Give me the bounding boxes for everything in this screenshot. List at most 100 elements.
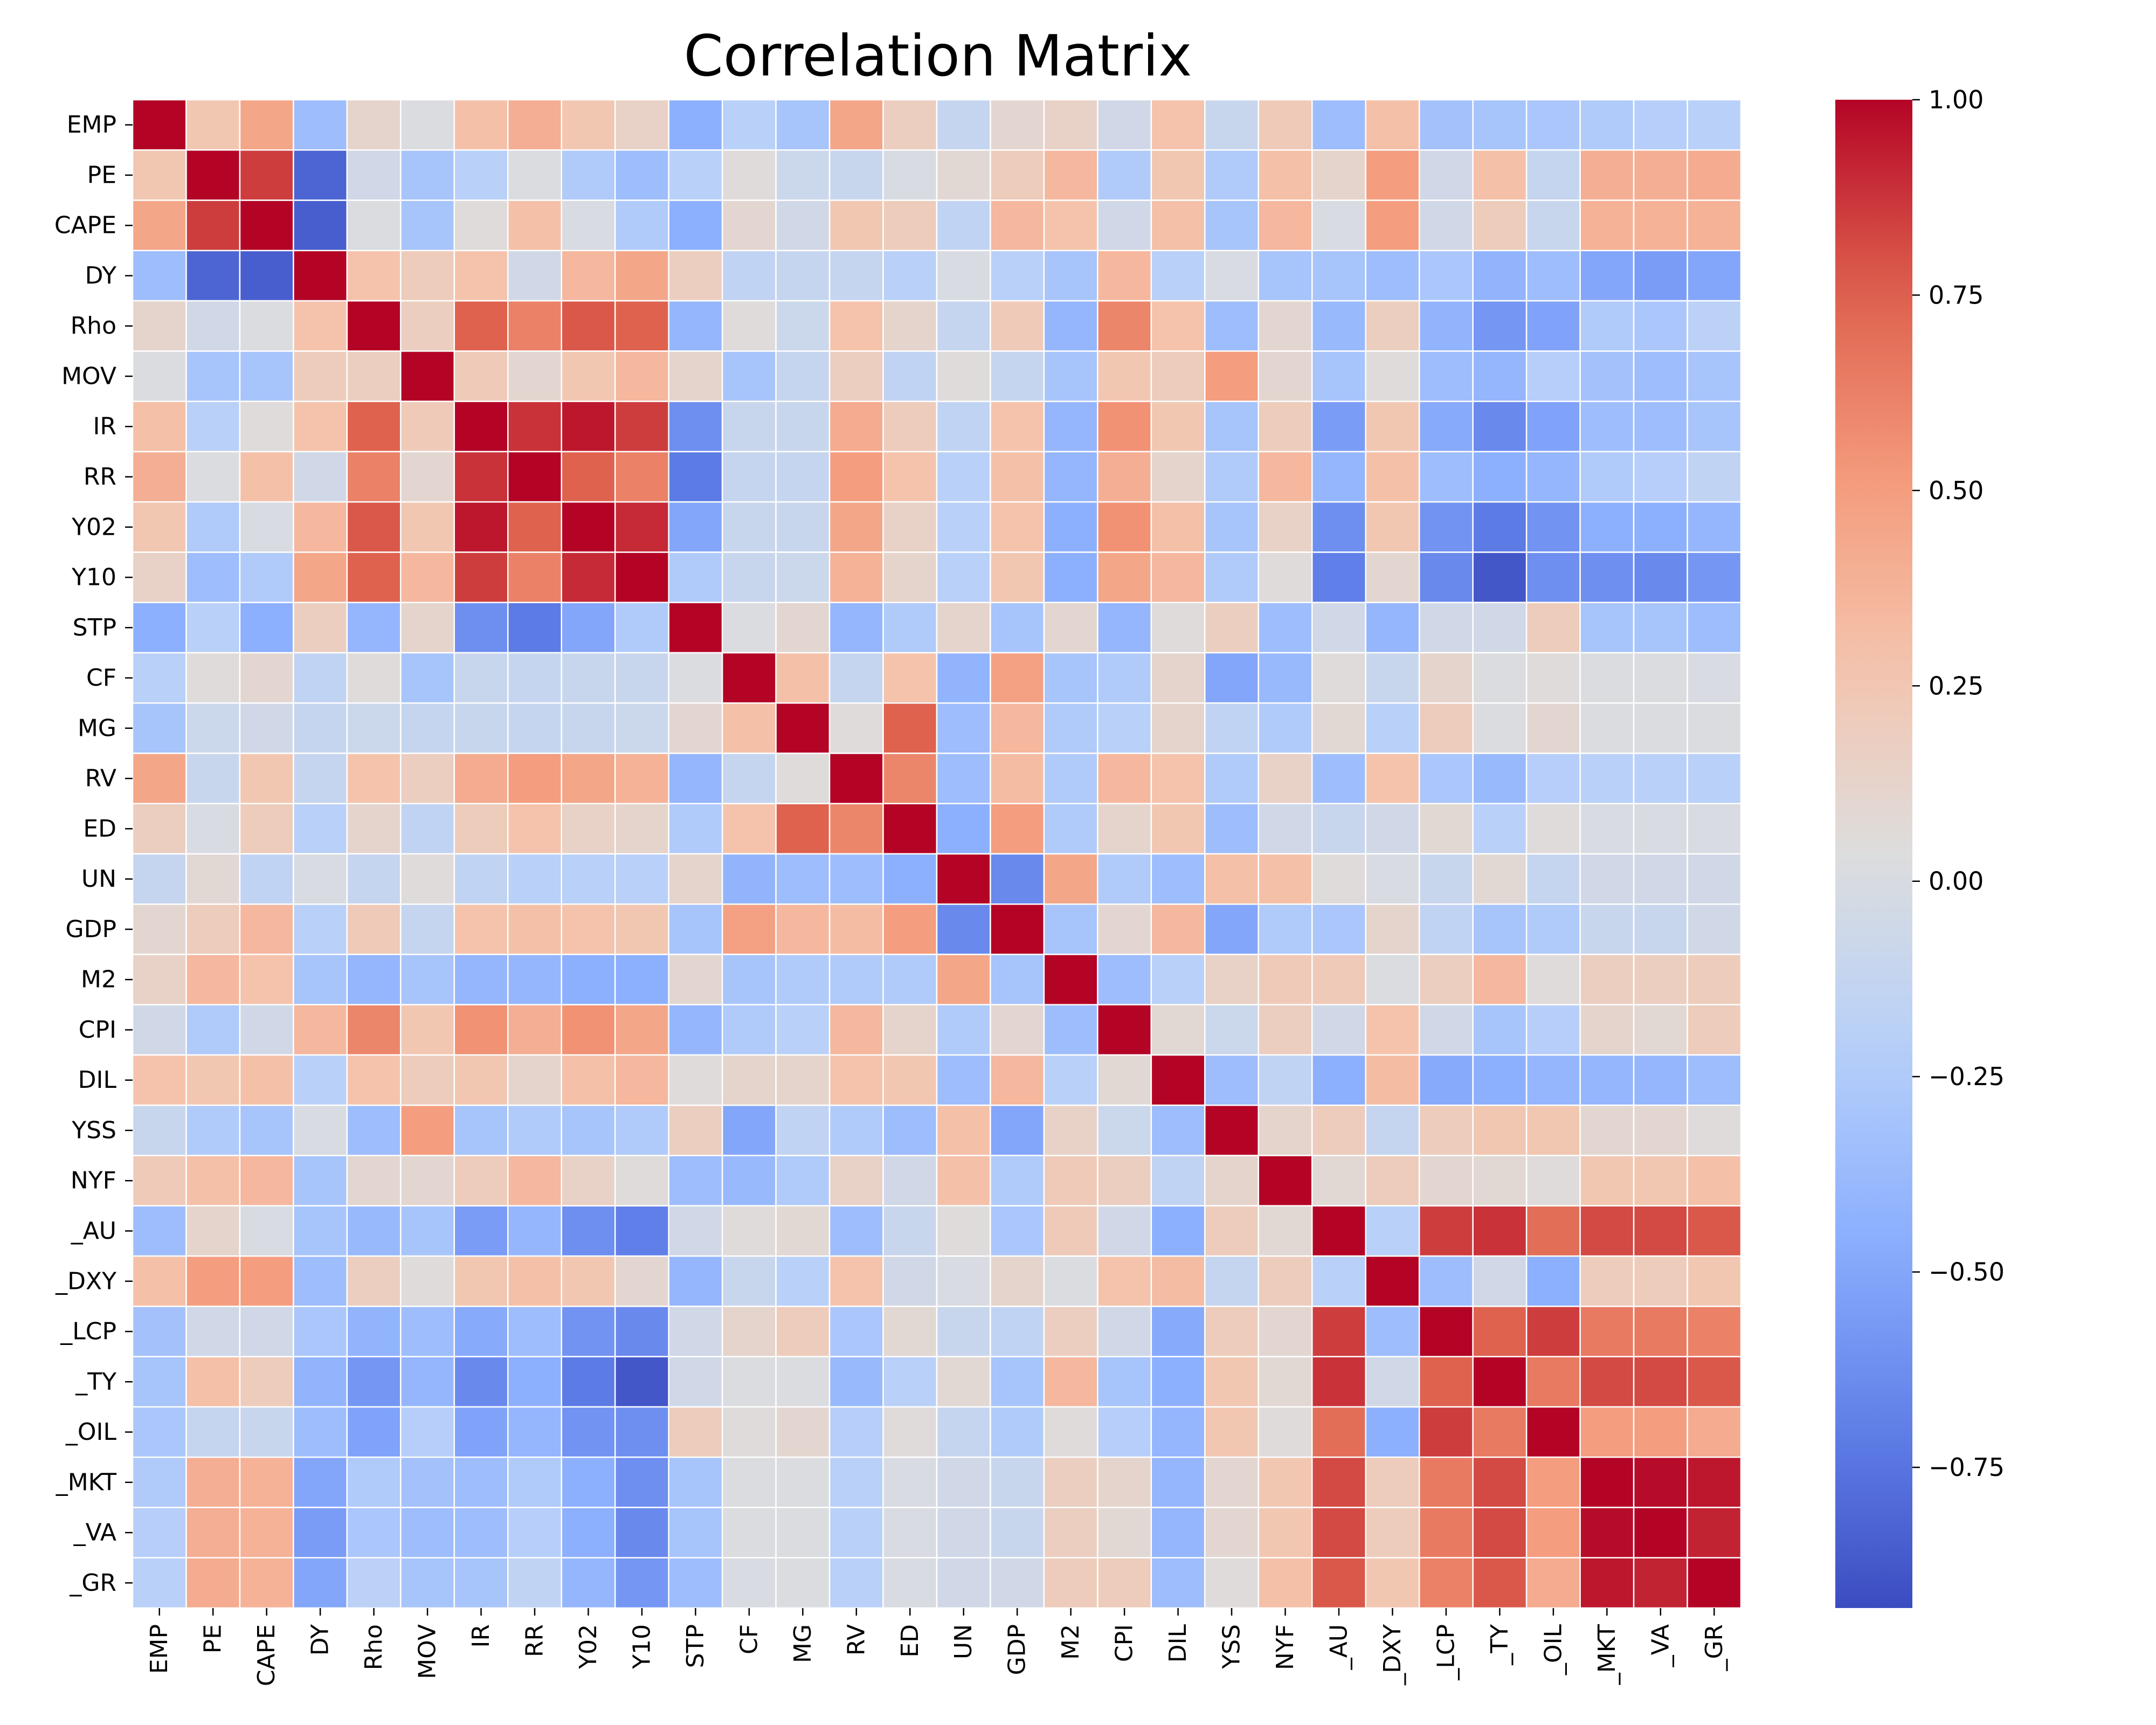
- heatmap-cell: [1311, 1155, 1366, 1207]
- x-tick-label: GDP: [1004, 1624, 1031, 1675]
- heatmap-cell: [239, 300, 294, 352]
- heatmap-cell: [1579, 803, 1635, 855]
- heatmap-cell: [1525, 451, 1581, 503]
- heatmap-cell: [1365, 99, 1420, 151]
- heatmap-cell: [1043, 501, 1098, 553]
- heatmap-cell: [1365, 451, 1420, 503]
- heatmap-cell: [1687, 350, 1742, 402]
- heatmap-cell: [1043, 99, 1098, 151]
- heatmap-cell: [239, 1205, 294, 1257]
- heatmap-cell: [936, 853, 991, 905]
- heatmap-cell: [775, 451, 831, 503]
- heatmap-cell: [1043, 1004, 1098, 1056]
- heatmap-cell: [400, 401, 455, 453]
- heatmap-cell: [561, 702, 616, 754]
- heatmap-cell: [990, 300, 1045, 352]
- heatmap-cell: [1097, 954, 1152, 1006]
- x-tick-label: RV: [842, 1624, 870, 1655]
- heatmap-cell: [453, 803, 509, 855]
- heatmap-cell: [507, 903, 562, 955]
- heatmap-cell: [990, 1507, 1045, 1558]
- heatmap-cell: [507, 199, 562, 252]
- heatmap-cell: [1043, 250, 1098, 302]
- heatmap-cell: [1097, 853, 1152, 905]
- heatmap-cell: [239, 1004, 294, 1056]
- heatmap-cell: [293, 954, 348, 1006]
- heatmap-cell: [1311, 199, 1366, 252]
- heatmap-cell: [1311, 451, 1366, 503]
- heatmap-cell: [668, 1306, 723, 1357]
- heatmap-cell: [346, 99, 402, 151]
- heatmap-cell: [453, 1557, 509, 1609]
- heatmap-cell: [614, 501, 669, 553]
- heatmap-cell: [1311, 853, 1366, 905]
- heatmap-cell: [507, 501, 562, 553]
- heatmap-cell: [561, 1456, 616, 1508]
- heatmap-cell: [1097, 1054, 1152, 1106]
- heatmap-cell: [1472, 702, 1528, 754]
- y-tick-label: PE: [87, 161, 116, 189]
- heatmap-cell: [453, 1205, 509, 1257]
- heatmap-cell: [614, 1557, 669, 1609]
- heatmap-cell: [1257, 1456, 1313, 1508]
- heatmap-cell: [1204, 1456, 1260, 1508]
- heatmap-cell: [346, 300, 402, 352]
- x-tick-label: M2: [1057, 1624, 1084, 1660]
- heatmap-cell: [561, 501, 616, 553]
- heatmap-cell: [1365, 1155, 1420, 1207]
- heatmap-cell: [1204, 300, 1260, 352]
- heatmap-cell: [1043, 1255, 1098, 1307]
- heatmap-cell: [1043, 1356, 1098, 1408]
- heatmap-cell: [1579, 149, 1635, 201]
- heatmap-cell: [293, 1507, 348, 1558]
- heatmap-cell: [1204, 99, 1260, 151]
- heatmap-cell: [561, 401, 616, 453]
- heatmap-cell: [1687, 602, 1742, 654]
- heatmap-cell: [882, 501, 938, 553]
- heatmap-cell: [561, 803, 616, 855]
- heatmap-cell: [936, 1356, 991, 1408]
- heatmap-cell: [453, 853, 509, 905]
- heatmap-cell: [239, 1255, 294, 1307]
- heatmap-cell: [1043, 149, 1098, 201]
- heatmap-cell: [1525, 551, 1581, 603]
- heatmap-cell: [721, 401, 777, 453]
- heatmap-cell: [1365, 1456, 1420, 1508]
- heatmap-cell: [1150, 1507, 1206, 1558]
- heatmap-cell: [453, 401, 509, 453]
- heatmap-cell: [882, 1205, 938, 1257]
- heatmap-cell: [668, 1205, 723, 1257]
- heatmap-cell: [132, 501, 187, 553]
- y-tick-label: _GR: [69, 1569, 116, 1597]
- heatmap-cell: [1204, 803, 1260, 855]
- heatmap-cell: [1097, 652, 1152, 704]
- heatmap-cell: [1633, 1054, 1688, 1106]
- heatmap-cell: [1204, 1004, 1260, 1056]
- y-tick-label: DY: [85, 262, 116, 289]
- heatmap-cell: [990, 99, 1045, 151]
- heatmap-cell: [721, 350, 777, 402]
- heatmap-cell: [1687, 1306, 1742, 1357]
- heatmap-cell: [1579, 1306, 1635, 1357]
- heatmap-cell: [775, 1054, 831, 1106]
- y-tick-label: Y02: [71, 513, 116, 541]
- heatmap-cell: [507, 1456, 562, 1508]
- heatmap-cell: [828, 602, 884, 654]
- heatmap-cell: [721, 1054, 777, 1106]
- heatmap-cell: [1043, 1054, 1098, 1106]
- heatmap-cell: [990, 1205, 1045, 1257]
- heatmap-cell: [1043, 1105, 1098, 1156]
- heatmap-cell: [346, 199, 402, 252]
- heatmap-cell: [132, 250, 187, 302]
- heatmap-cell: [1579, 350, 1635, 402]
- heatmap-cell: [561, 853, 616, 905]
- heatmap-cell: [293, 1456, 348, 1508]
- heatmap-cell: [1311, 1557, 1366, 1609]
- heatmap-cell: [1687, 903, 1742, 955]
- heatmap-cell: [1311, 99, 1366, 151]
- heatmap-cell: [1525, 250, 1581, 302]
- y-tick-label: DIL: [78, 1066, 117, 1094]
- heatmap-cell: [990, 1356, 1045, 1408]
- heatmap-cell: [400, 199, 455, 252]
- heatmap-cell: [453, 1105, 509, 1156]
